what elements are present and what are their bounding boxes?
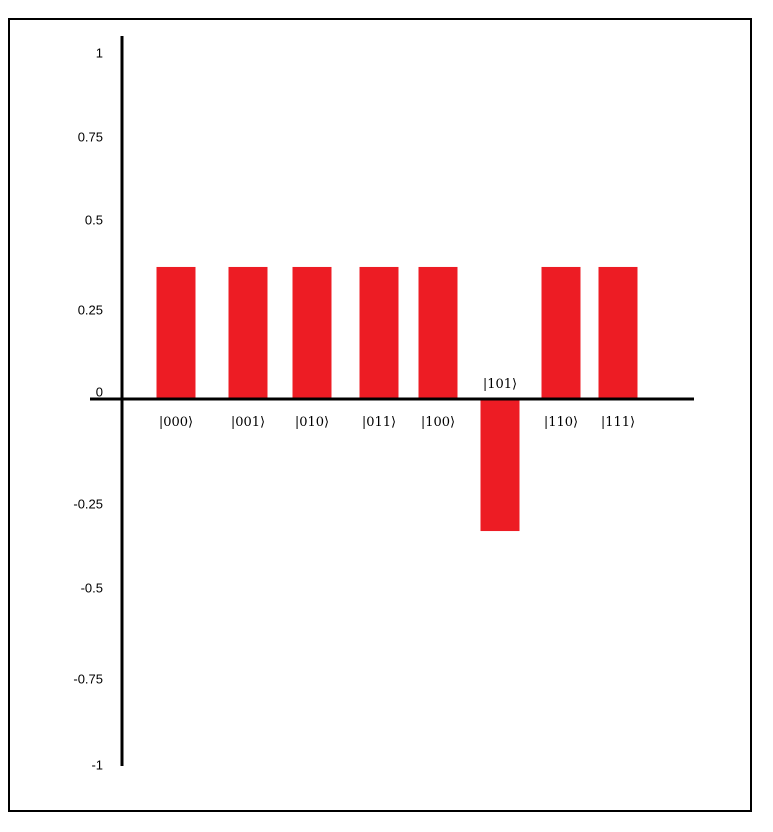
x-tick-label: |111⟩ [601,415,635,430]
x-tick-label: |010⟩ [295,415,329,430]
y-tick-label: 1 [96,45,103,60]
y-tick-label: 0.75 [78,129,103,144]
x-tick-labels: |000⟩ |001⟩ |010⟩ |011⟩ |100⟩ |101⟩ |110⟩ |111⟩ [159,377,635,430]
x-tick-label: |011⟩ [362,415,396,430]
bar [228,266,268,399]
x-tick-label: |100⟩ [421,415,455,430]
bar [156,266,196,399]
chart-frame [8,18,752,812]
bar [541,266,581,399]
y-tick-labels: 1 0.75 0.5 0.25 0 -0.25 -0.5 -0.75 -1 [73,45,103,772]
bars [156,266,638,532]
x-tick-label: |101⟩ [483,377,517,392]
y-tick-label: -0.5 [81,580,103,595]
bar [359,266,399,399]
bar [418,266,458,399]
bar [292,266,332,399]
x-tick-label: |001⟩ [231,415,265,430]
bar [480,399,520,532]
x-tick-label: |000⟩ [159,415,193,430]
y-tick-label: -0.75 [73,671,103,686]
x-tick-label: |110⟩ [544,415,578,430]
y-tick-label: -0.25 [73,496,103,511]
y-tick-label: 0.25 [78,302,103,317]
y-tick-label: 0.5 [85,212,103,227]
bar [598,266,638,399]
y-tick-label: 0 [96,384,103,399]
y-tick-label: -1 [91,757,103,772]
